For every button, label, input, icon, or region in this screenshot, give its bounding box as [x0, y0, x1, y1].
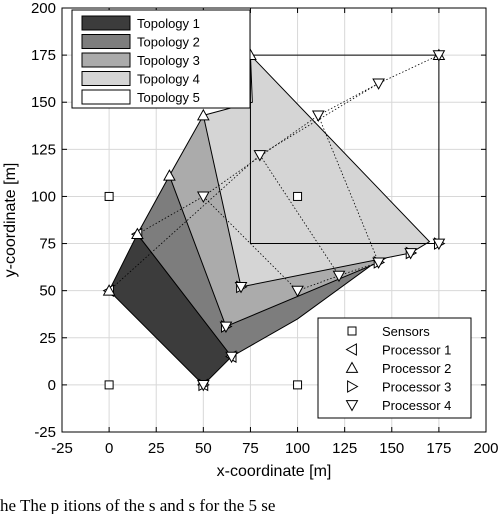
- plot-frame: [61, 7, 487, 433]
- topology-regions: [108, 53, 440, 386]
- sensors-marker: [293, 380, 303, 390]
- y-tick-label: 25: [39, 330, 56, 347]
- x-tick-label: 150: [379, 440, 404, 457]
- processor-4-marker: [196, 191, 210, 203]
- marker-legend-label: Processor 4: [382, 398, 451, 413]
- marker-legend-symbol: [345, 361, 359, 373]
- marker-legend-label: Processor 2: [382, 361, 451, 376]
- processor-4-marker: [253, 150, 267, 162]
- caption-fragment: he The p itions of the s and s for the 5…: [0, 496, 275, 514]
- topology-legend-label: Topology 2: [137, 35, 200, 50]
- x-tick-label: 50: [195, 440, 212, 457]
- y-tick-label: 200: [31, 0, 56, 17]
- processor-4-marker: [311, 110, 325, 122]
- topology-legend-entries: Topology 1 Topology 2 Topology 3 Topology 4…: [81, 15, 200, 105]
- marker-legend: Sensors Processor 1 Processor 2 Processor 3…: [317, 317, 472, 419]
- y-tick-label: -25: [34, 424, 56, 441]
- processor-2-marker: [196, 108, 210, 121]
- x-tick-label: 100: [285, 440, 310, 457]
- x-tick-label: 125: [332, 440, 357, 457]
- processor-4-marker: [225, 351, 238, 364]
- processor-4-marker: [432, 238, 446, 251]
- topology-legend-swatch: [81, 15, 131, 31]
- x-tick-label: 175: [426, 440, 451, 457]
- topology-legend-label: Topology 5: [137, 90, 200, 105]
- topology-legend: Topology 1 Topology 2 Topology 3 Topology 4…: [71, 9, 251, 109]
- marker-legend-symbol: [345, 400, 359, 412]
- topology-legend-label: Topology 3: [137, 53, 200, 68]
- y-tick-label: 0: [48, 377, 56, 394]
- x-tick-label: 25: [148, 440, 165, 457]
- sensors-marker: [293, 191, 303, 201]
- processor-4-marker: [404, 248, 417, 260]
- x-tick-label: 200: [473, 440, 498, 457]
- processor-4-marker: [234, 281, 248, 294]
- marker-legend-label: Processor 1: [382, 343, 451, 358]
- y-tick-label: 125: [31, 141, 56, 158]
- topology-legend-label: Topology 1: [137, 16, 200, 31]
- y-tick-label: 75: [39, 236, 56, 253]
- marker-legend-symbol: [347, 326, 357, 336]
- dotted-link: [108, 54, 440, 291]
- sensors-marker: [104, 191, 114, 201]
- y-tick-label: 175: [31, 47, 56, 64]
- sensors-marker: [104, 380, 114, 390]
- x-tick-label: 75: [242, 440, 259, 457]
- x-tick-label: -25: [51, 440, 73, 457]
- processor-4-marker: [372, 78, 385, 90]
- processor-4-marker: [291, 285, 304, 298]
- marker-legend-symbol: [345, 343, 357, 356]
- topology-legend-swatch: [81, 34, 131, 49]
- axis-ticks: -25 0 25 50 75 100 125 150 175 200 -25 0 25 50 75 100 12…: [31, 0, 498, 457]
- processor-4-marker: [219, 321, 233, 334]
- topology-legend-swatch: [81, 89, 131, 105]
- y-axis-label: y-coordinate [m]: [2, 163, 19, 278]
- y-tick-label: 50: [39, 283, 56, 300]
- processor-2-marker: [163, 169, 176, 181]
- processor-2-marker: [102, 284, 116, 296]
- marker-legend-entries: Sensors Processor 1 Processor 2 Processor 3…: [345, 324, 451, 413]
- topology-legend-label: Topology 4: [137, 72, 200, 87]
- processor-4-marker: [432, 50, 446, 62]
- topology-legend-swatch: [81, 52, 131, 68]
- y-tick-label: 150: [31, 94, 56, 111]
- x-tick-label: 0: [105, 440, 113, 457]
- marker-legend-label: Processor 3: [382, 380, 451, 395]
- processor-4-marker: [196, 379, 210, 392]
- topology-legend-swatch: [81, 71, 131, 86]
- marker-legend-symbol: [347, 380, 359, 393]
- y-tick-label: 100: [31, 188, 56, 205]
- processor-2-marker: [131, 227, 144, 240]
- processor-4-marker: [372, 257, 385, 269]
- x-axis-label: x-coordinate [m]: [217, 463, 332, 480]
- marker-legend-box: [317, 317, 472, 419]
- marker-legend-label: Sensors: [382, 324, 430, 339]
- processor-4-marker: [332, 270, 346, 283]
